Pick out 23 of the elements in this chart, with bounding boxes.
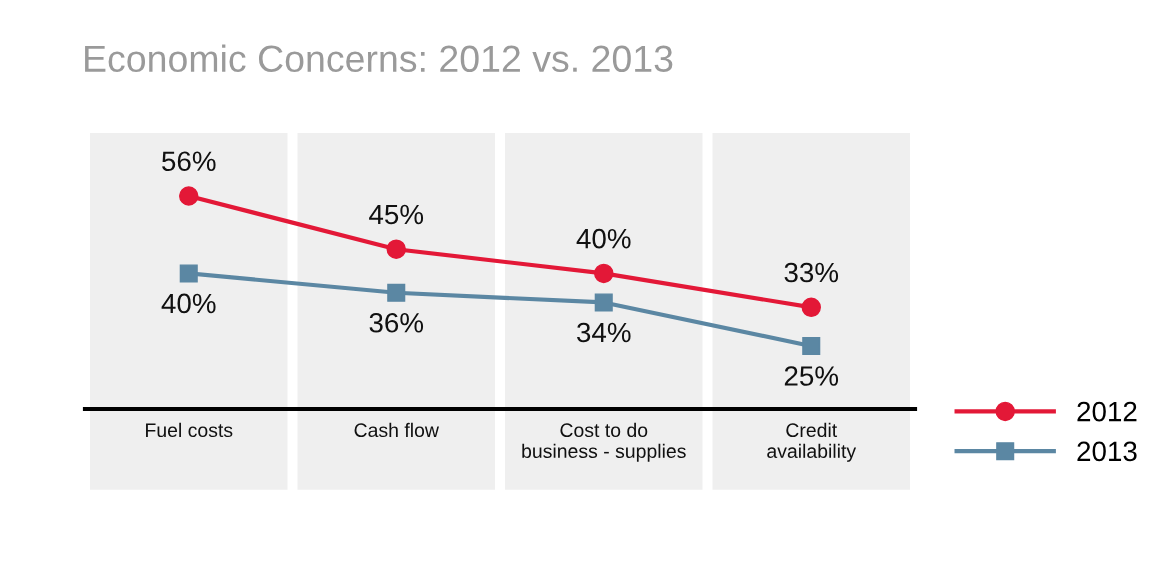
x-tick-label: Credit availability [767,422,857,462]
x-tick-label: Cost to do business - supplies [522,422,686,462]
x-tick-label: Cash flow [354,422,439,438]
data-label: 45% [369,204,424,225]
point [594,263,614,284]
chart-title: Economic Concerns: 2012 vs. 2013 [85,44,673,73]
data-label: 40% [161,293,216,314]
legend-label: 2012 [1077,401,1137,422]
point [387,283,406,302]
legend-label: 2013 [1077,441,1137,462]
data-label: 34% [577,322,631,343]
point [594,293,613,312]
point [179,186,199,206]
data-label: 33% [784,262,839,283]
data-label: 36% [369,312,424,333]
data-label: 25% [784,366,839,386]
point [801,297,821,318]
point [179,264,198,283]
point [802,336,821,356]
point [386,239,406,259]
data-label: 56% [162,151,216,172]
x-tick-label: Fuel costs [146,422,233,438]
data-label: 40% [576,228,631,249]
